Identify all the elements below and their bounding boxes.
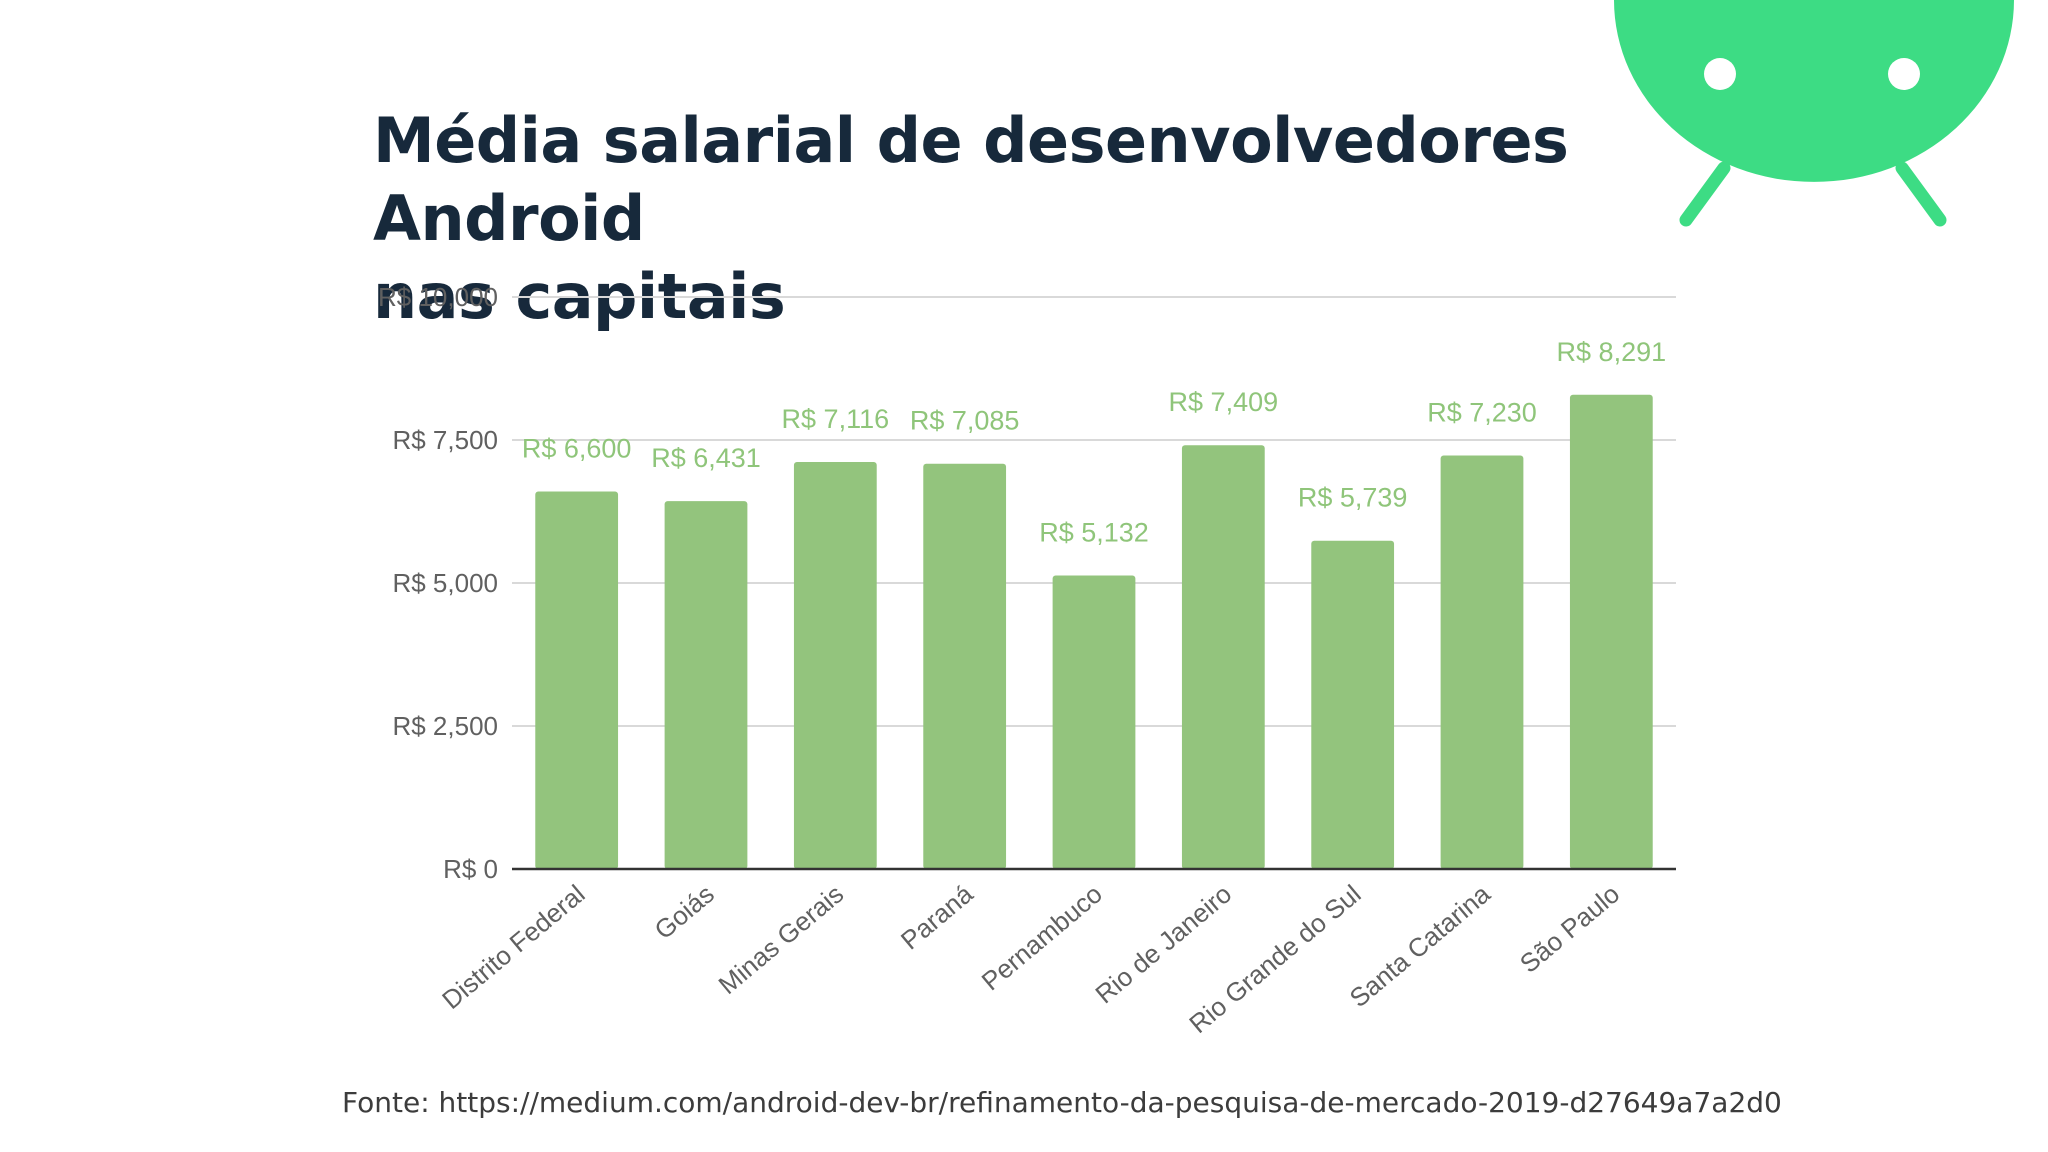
data-label: R$ 5,739 <box>1298 483 1408 513</box>
x-tick-label: Distrito Federal <box>436 879 590 1015</box>
android-eye-left <box>1704 58 1736 90</box>
bar <box>1440 455 1524 869</box>
bar <box>1052 575 1136 869</box>
android-head-shape <box>1614 0 2014 182</box>
data-label: R$ 7,409 <box>1169 387 1279 417</box>
y-tick-label: R$ 2,500 <box>392 711 498 741</box>
y-tick-label: R$ 7,500 <box>392 425 498 455</box>
y-tick-label: R$ 5,000 <box>392 568 498 598</box>
title-line-1: Média salarial de desenvolvedores Androi… <box>373 104 1569 255</box>
android-antenna-right <box>1895 161 1947 227</box>
bar <box>793 461 877 869</box>
source-citation: Fonte: https://medium.com/android-dev-br… <box>342 1086 1782 1119</box>
x-tick-label: Santa Catarina <box>1344 878 1497 1013</box>
data-label: R$ 6,600 <box>522 433 632 463</box>
y-tick-label: R$ 10,000 <box>378 282 498 312</box>
y-tick-label: R$ 0 <box>443 854 498 884</box>
bar <box>1181 445 1265 869</box>
x-tick-label: Paraná <box>895 878 979 955</box>
x-tick-label: São Paulo <box>1514 879 1625 979</box>
data-labels: R$ 6,600 R$ 6,431 R$ 7,116 R$ 7,085 R$ 5,132… <box>522 337 1666 548</box>
bar <box>664 501 748 869</box>
bar <box>1311 540 1395 869</box>
bar <box>535 491 619 869</box>
data-label: R$ 5,132 <box>1039 517 1149 547</box>
page-title: Média salarial de desenvolvedores Androi… <box>373 102 1623 336</box>
data-label: R$ 7,116 <box>782 404 890 434</box>
bars <box>535 394 1653 869</box>
data-label: R$ 6,431 <box>651 443 761 473</box>
bar <box>923 463 1007 869</box>
android-eye-right <box>1888 58 1920 90</box>
x-tick-label: Pernambuco <box>976 879 1108 997</box>
data-label: R$ 8,291 <box>1557 337 1667 367</box>
bar <box>1569 394 1653 869</box>
data-label: R$ 7,230 <box>1427 397 1537 427</box>
android-head-icon <box>1614 0 2014 227</box>
x-tick-label: Minas Gerais <box>713 879 850 1000</box>
android-antenna-left <box>1679 161 1731 227</box>
data-label: R$ 7,085 <box>910 406 1020 436</box>
x-tick-label: Goiás <box>649 879 720 946</box>
